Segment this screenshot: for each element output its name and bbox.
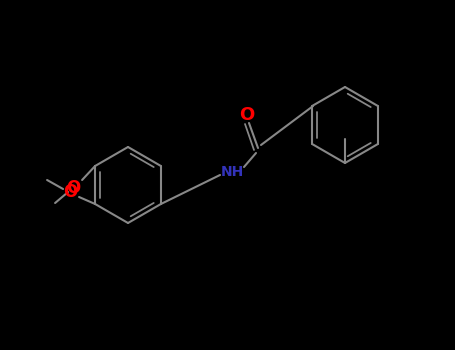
Text: O: O — [63, 183, 77, 201]
Text: O: O — [239, 106, 255, 124]
Text: O: O — [66, 179, 80, 197]
Text: NH: NH — [220, 165, 243, 179]
